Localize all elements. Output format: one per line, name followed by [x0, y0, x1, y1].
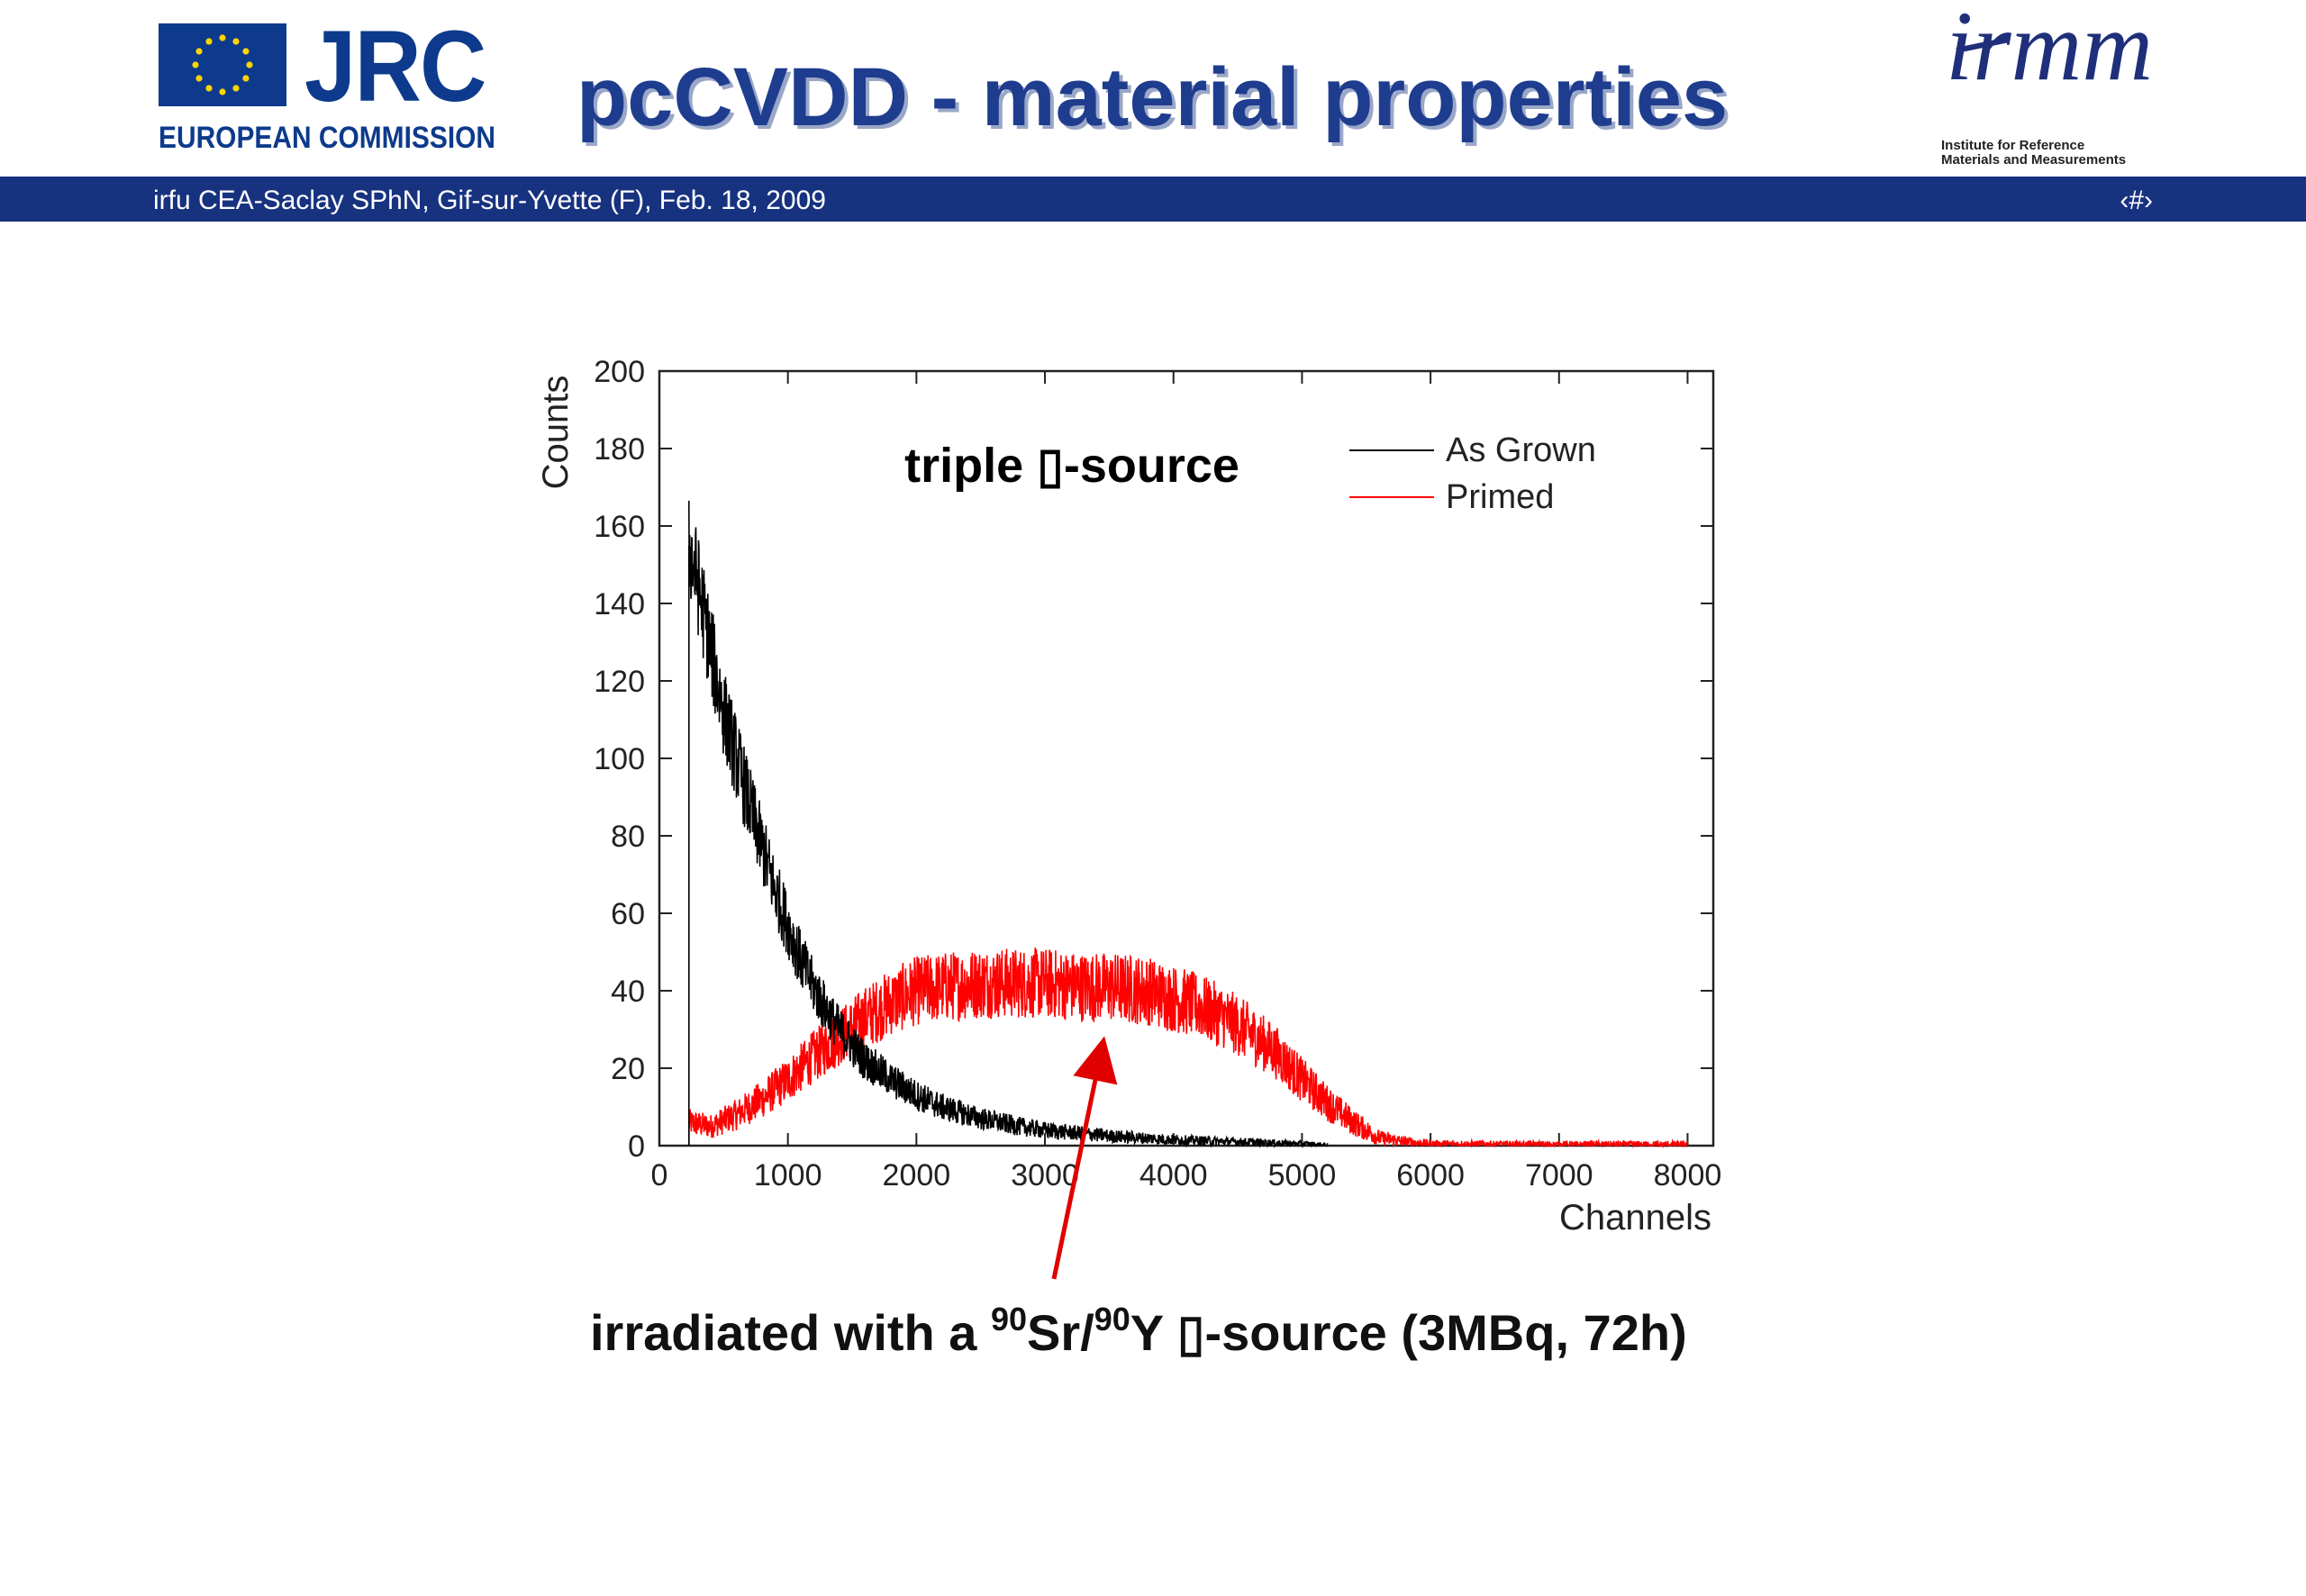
chart-legend: As Grown Primed	[1349, 431, 1596, 516]
eu-star-icon	[232, 38, 240, 45]
eu-star-icon	[192, 61, 199, 68]
y-axis-label: Counts	[536, 376, 576, 490]
x-tick-label: 4000	[1139, 1158, 1208, 1192]
y-tick-label: 160	[594, 510, 645, 544]
chart-annotation: triple ▯-source	[904, 439, 1239, 493]
irmm-caption-line1: Institute for Reference	[1941, 138, 2085, 153]
eu-stars-icon	[192, 34, 253, 95]
y-tick-label: 200	[594, 355, 645, 389]
caption-element-2: Y ▯-source (3MBq, 72h)	[1130, 1304, 1687, 1361]
spectrum-chart: Counts Channels triple ▯-source As Grown…	[536, 355, 1722, 1238]
y-tick-label: 0	[628, 1129, 645, 1164]
caption-isotope-1: 90	[991, 1301, 1028, 1338]
y-tick-label: 80	[611, 820, 645, 854]
eu-star-icon	[242, 48, 250, 55]
x-tick-label: 6000	[1396, 1158, 1465, 1192]
x-tick-label: 2000	[883, 1158, 951, 1192]
slide-title: pcCVDD - material properties	[576, 51, 1729, 143]
y-tick-label: 180	[594, 432, 645, 467]
legend-label: As Grown	[1446, 431, 1596, 469]
european-commission-text: EUROPEAN COMMISSION	[159, 121, 496, 155]
eu-star-icon	[205, 85, 213, 92]
caption-element-1: Sr/	[1027, 1304, 1094, 1361]
irmm-caption-line2: Materials and Measurements	[1941, 151, 2127, 168]
legend-label: Primed	[1446, 478, 1554, 516]
eu-flag-logo	[159, 23, 286, 106]
eu-star-icon	[205, 38, 213, 45]
banner-event-text: irfu CEA-Saclay SPhN, Gif-sur-Yvette (F)…	[153, 186, 826, 215]
figure-caption: irradiated with a 90Sr/90Y ▯-source (3MB…	[590, 1301, 1687, 1363]
x-tick-label: 0	[651, 1158, 668, 1192]
x-axis-label: Channels	[1559, 1198, 1711, 1238]
series-line-as-grown	[688, 500, 1329, 1149]
x-tick-label: 8000	[1654, 1158, 1722, 1192]
y-tick-label: 140	[594, 587, 645, 621]
y-tick-label: 120	[594, 665, 645, 699]
eu-star-icon	[195, 75, 203, 82]
eu-star-icon	[219, 34, 226, 41]
caption-prefix: irradiated with a	[590, 1304, 991, 1361]
irmm-logo: irmm	[1946, 7, 2153, 101]
slide-header: JRC EUROPEAN COMMISSION pcCVDD - materia…	[0, 0, 2306, 177]
x-tick-label: 7000	[1525, 1158, 1593, 1192]
y-tick-label: 60	[611, 897, 645, 931]
jrc-logo-text: JRC	[304, 10, 486, 122]
caption-isotope-2: 90	[1094, 1301, 1130, 1338]
eu-star-icon	[232, 85, 240, 92]
banner-page-number: ‹#›	[2120, 186, 2153, 215]
x-tick-label: 1000	[754, 1158, 822, 1192]
y-tick-label: 100	[594, 742, 645, 776]
x-tick-label: 5000	[1268, 1158, 1337, 1192]
irmm-logo-text: irmm	[1946, 7, 2153, 101]
eu-star-icon	[195, 48, 203, 55]
eu-star-icon	[219, 88, 226, 95]
eu-star-icon	[246, 61, 253, 68]
y-tick-label: 20	[611, 1052, 645, 1086]
irmm-caption: Institute for Reference Materials and Me…	[1941, 139, 2126, 168]
eu-star-icon	[242, 75, 250, 82]
y-tick-label: 40	[611, 975, 645, 1009]
footer-banner: irfu CEA-Saclay SPhN, Gif-sur-Yvette (F)…	[0, 177, 2306, 222]
series-line-primed	[688, 948, 1689, 1149]
x-tick-label: 3000	[1011, 1158, 1079, 1192]
